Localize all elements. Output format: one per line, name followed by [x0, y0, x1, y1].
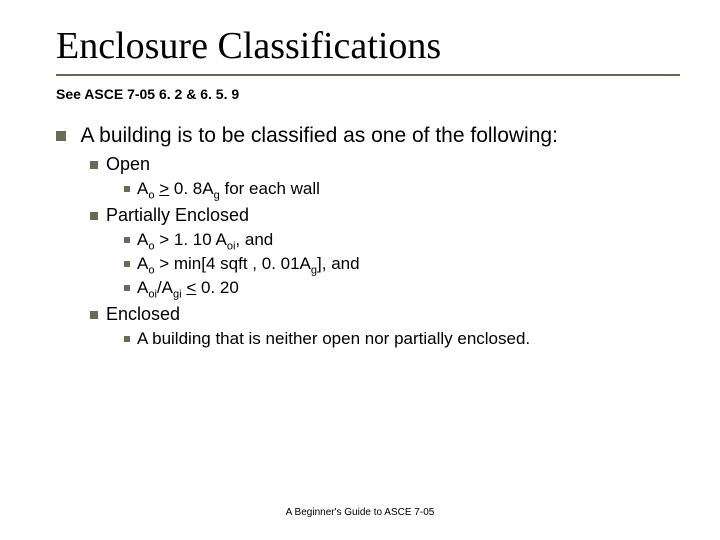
square-bullet-icon	[56, 131, 66, 141]
square-bullet-icon	[124, 336, 130, 342]
criteria-item: Ao > min[4 sqft , 0. 01Ag], and	[124, 254, 680, 274]
square-bullet-icon	[124, 285, 130, 291]
criteria-text: Aoi/Agi < 0. 20	[137, 278, 239, 297]
criteria-text: Ao > min[4 sqft , 0. 01Ag], and	[137, 254, 360, 273]
classification-label: Partially Enclosed	[106, 205, 249, 225]
criteria-item: Ao > 1. 10 Aoi, and	[124, 230, 680, 250]
criteria-list: Ao > 1. 10 Aoi, and Ao > min[4 sqft , 0. …	[124, 230, 680, 298]
criteria-item: A building that is neither open nor part…	[124, 329, 680, 349]
classification-label: Enclosed	[106, 304, 180, 324]
classification-list: Open Ao > 0. 8Ag for each wall Partially E…	[90, 154, 680, 349]
square-bullet-icon	[90, 311, 98, 319]
classification-item: Open Ao > 0. 8Ag for each wall	[90, 154, 680, 199]
criteria-item: Ao > 0. 8Ag for each wall	[124, 179, 680, 199]
square-bullet-icon	[90, 161, 98, 169]
title-rule	[56, 74, 680, 76]
square-bullet-icon	[124, 237, 130, 243]
page-title: Enclosure Classifications	[56, 24, 680, 68]
footer-text: A Beginner's Guide to ASCE 7-05	[0, 507, 720, 518]
square-bullet-icon	[90, 212, 98, 220]
classification-item: Partially EnclosedAo > 1. 10 Aoi, andAo …	[90, 205, 680, 298]
slide: Enclosure Classifications See ASCE 7-05 …	[0, 0, 720, 540]
criteria-text: Ao > 1. 10 Aoi, and	[137, 230, 273, 249]
intro-text: A building is to be classified as one of…	[80, 124, 557, 147]
outline-root: A building is to be classified as one of…	[56, 124, 680, 349]
criteria-list: Ao > 0. 8Ag for each wall	[124, 179, 680, 199]
square-bullet-icon	[124, 186, 130, 192]
classification-label: Open	[106, 154, 150, 174]
intro-item: A building is to be classified as one of…	[56, 124, 680, 349]
square-bullet-icon	[124, 261, 130, 267]
criteria-list: A building that is neither open nor part…	[124, 329, 680, 349]
criteria-item: Aoi/Agi < 0. 20	[124, 278, 680, 298]
criteria-text: A building that is neither open nor part…	[137, 329, 530, 348]
classification-item: Enclosed A building that is neither open …	[90, 304, 680, 349]
criteria-text: Ao > 0. 8Ag for each wall	[137, 179, 320, 198]
subtitle: See ASCE 7-05 6. 2 & 6. 5. 9	[56, 86, 680, 102]
